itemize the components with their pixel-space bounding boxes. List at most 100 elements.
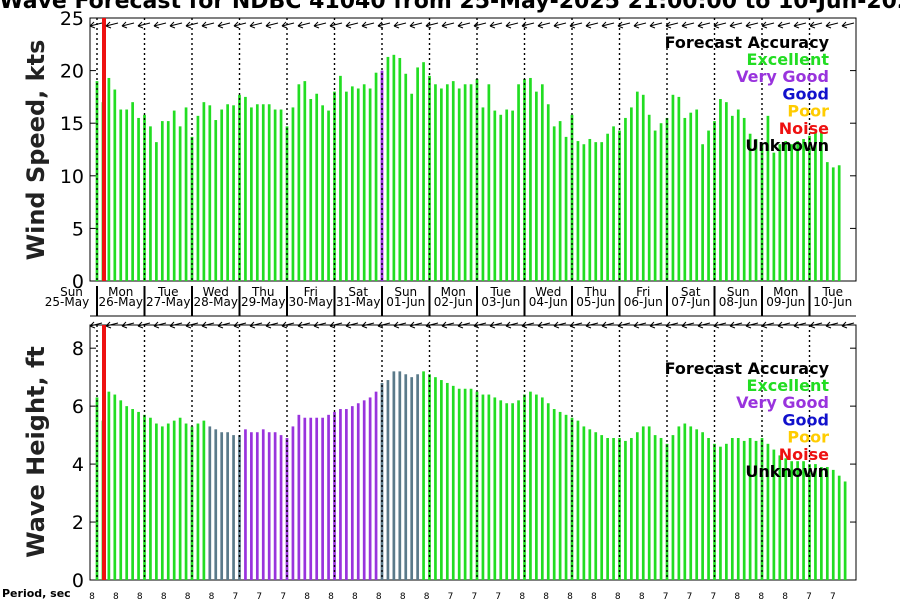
bar	[226, 432, 229, 580]
wind-direction-arrow	[841, 21, 855, 29]
wind-direction-arrow	[153, 321, 167, 329]
bar	[766, 443, 770, 580]
bar	[238, 94, 241, 281]
day-date-label: 05-Jun	[576, 295, 615, 309]
bar	[398, 371, 402, 580]
wind-direction-arrow	[313, 21, 327, 29]
bar	[202, 420, 206, 581]
wind-direction-arrow	[217, 321, 231, 329]
bar	[701, 432, 704, 580]
legend-item: Excellent	[747, 376, 830, 395]
bar	[137, 117, 140, 281]
y-tick-label: 0	[72, 271, 84, 293]
bar	[267, 432, 271, 580]
bar	[315, 93, 319, 282]
bar	[760, 438, 764, 580]
wind-direction-arrow	[249, 21, 263, 29]
bar	[659, 123, 663, 281]
period-value: 8	[352, 592, 358, 600]
bar	[149, 126, 152, 281]
bar	[677, 426, 681, 580]
bar	[119, 109, 123, 282]
period-value: 8	[209, 592, 215, 600]
wind-direction-arrow	[553, 321, 567, 329]
legend-item: Very Good	[736, 393, 829, 412]
wind-direction-arrow	[601, 21, 615, 29]
plot-frame	[89, 17, 857, 282]
bar	[416, 67, 419, 281]
wind-direction-arrow	[185, 321, 199, 329]
bar	[760, 144, 764, 281]
wind-direction-arrow	[329, 321, 343, 329]
bar	[113, 89, 117, 281]
day-name-label: Sun	[60, 285, 83, 299]
wind-direction-arrow	[537, 21, 551, 29]
bar	[719, 446, 722, 580]
bar	[754, 440, 758, 580]
bar	[790, 461, 794, 580]
bar	[742, 117, 746, 281]
wind-direction-arrow	[441, 321, 455, 329]
wind-direction-arrow	[297, 21, 311, 29]
bar	[125, 406, 129, 580]
bar	[374, 391, 378, 580]
bar	[178, 417, 182, 580]
bar	[600, 435, 604, 580]
bar	[635, 432, 639, 580]
bar	[368, 88, 372, 281]
bar	[374, 72, 378, 281]
bar	[564, 136, 568, 281]
period-value: 8	[758, 592, 764, 600]
bar	[475, 79, 479, 282]
bar	[131, 102, 134, 281]
period-value: 8	[89, 592, 95, 600]
bar	[303, 417, 307, 580]
wind-direction-arrow	[345, 21, 359, 29]
bar	[160, 426, 164, 580]
bar	[546, 104, 550, 281]
period-value: 8	[734, 592, 740, 600]
wind-direction-arrow	[585, 21, 599, 29]
bar	[143, 114, 146, 281]
bar	[540, 397, 544, 580]
bar	[784, 458, 788, 580]
bar	[214, 120, 218, 281]
wind-direction-arrow	[569, 321, 583, 329]
bar	[356, 88, 360, 281]
day-date-label: 26-May	[99, 295, 143, 309]
wind-direction-arrow	[233, 21, 247, 29]
day-name-label: Sat	[681, 285, 701, 299]
wind-direction-arrow	[265, 321, 279, 329]
bar	[279, 109, 283, 282]
wind-direction-arrow	[457, 21, 471, 29]
bar	[576, 141, 580, 281]
wind-direction-arrow	[649, 321, 663, 329]
y-tick-label: 8	[72, 338, 84, 360]
wind-direction-arrow	[233, 321, 247, 329]
wind-direction-arrow	[601, 321, 615, 329]
bar	[831, 469, 835, 580]
day-date-label: 07-Jun	[671, 295, 710, 309]
wind-direction-arrow	[313, 321, 327, 329]
bar	[380, 70, 384, 281]
day-date-label: 10-Jun	[813, 295, 852, 309]
bar	[837, 165, 841, 281]
bar	[671, 435, 675, 580]
wind-direction-arrow	[729, 321, 743, 329]
bar	[725, 102, 728, 281]
bar	[208, 105, 212, 281]
bar	[695, 429, 699, 580]
wind-direction-arrow	[617, 21, 631, 29]
legend-item: Unknown	[745, 462, 829, 481]
bar	[196, 423, 200, 580]
period-value: 8	[376, 592, 382, 600]
bar	[220, 109, 224, 282]
bar	[790, 144, 794, 281]
bar	[612, 126, 615, 281]
bar	[653, 435, 657, 580]
plot-frame	[89, 324, 857, 581]
bar	[582, 426, 586, 580]
bar	[481, 107, 485, 281]
bar	[196, 115, 200, 281]
bar	[624, 440, 627, 580]
